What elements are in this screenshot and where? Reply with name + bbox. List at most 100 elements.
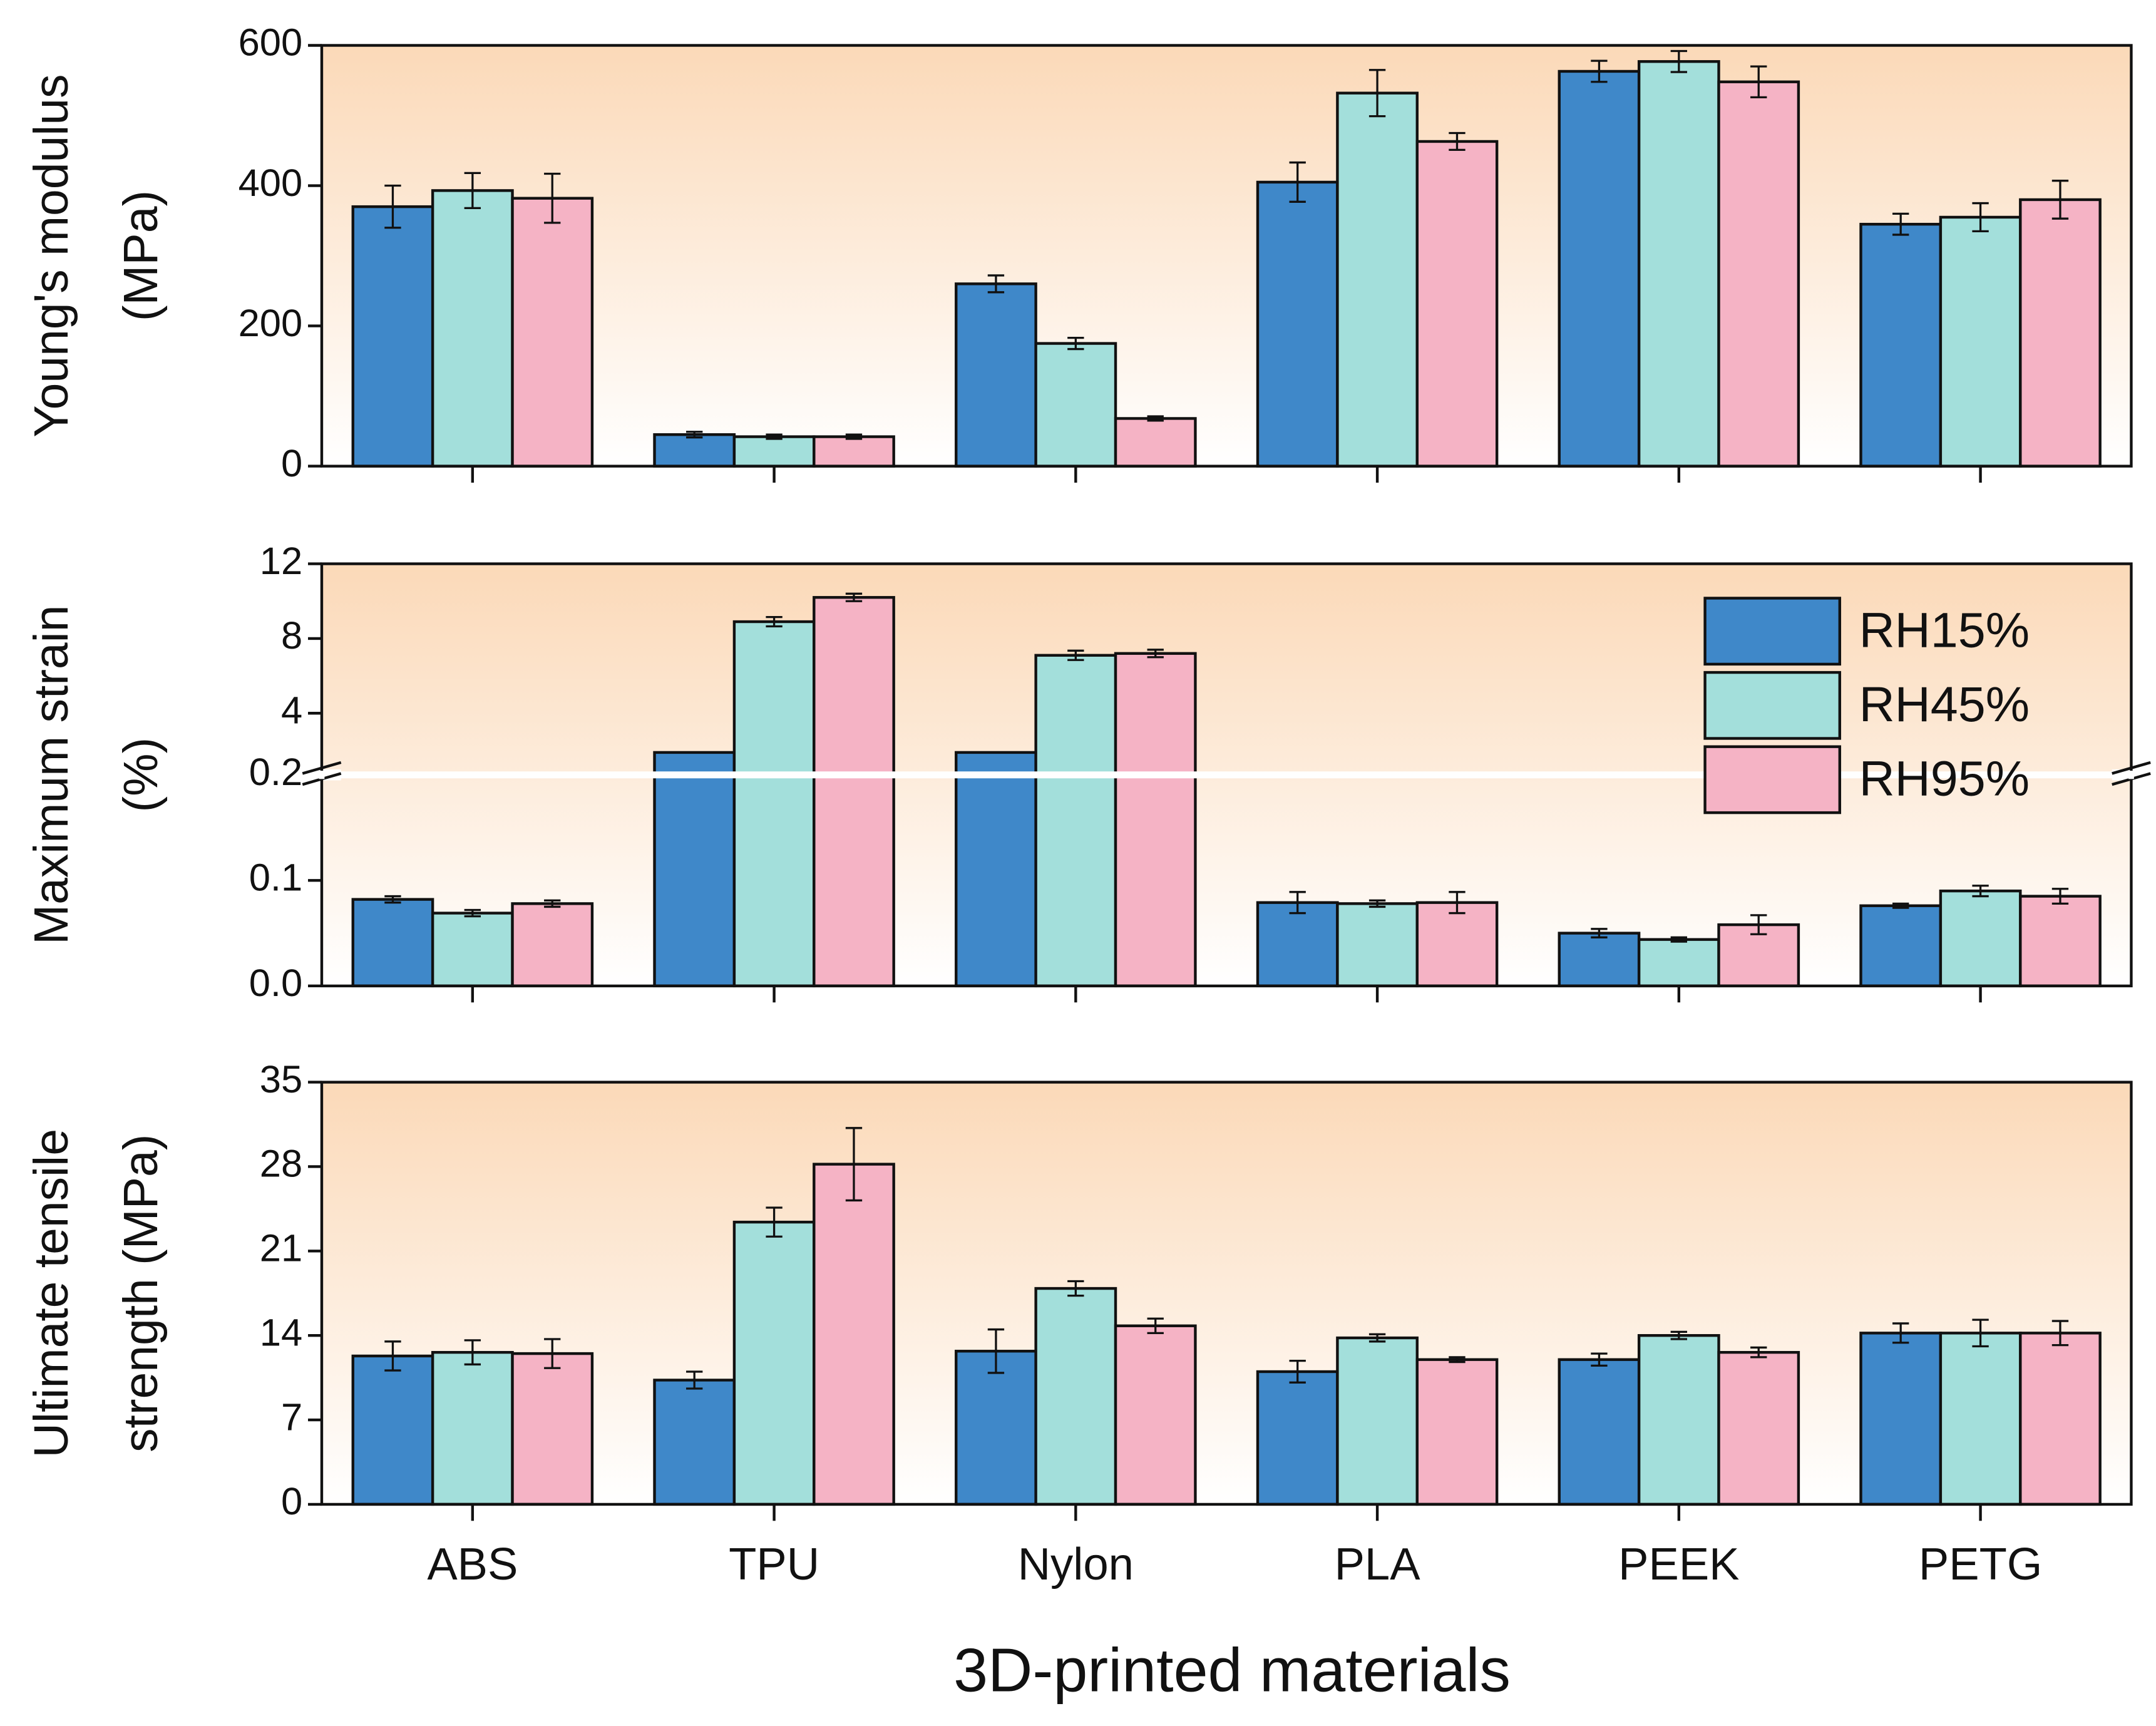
x-tick-label: PLA [1335, 1539, 1421, 1590]
bar [2019, 1332, 2102, 1506]
error-bar [2051, 180, 2069, 220]
error-bar [384, 895, 401, 904]
error-bar [1972, 885, 1989, 898]
x-tick-label: PETG [1919, 1539, 2042, 1590]
error-bar [1368, 899, 1386, 908]
error-bar [1067, 336, 1084, 351]
bar [1336, 902, 1419, 988]
bar [1859, 222, 1943, 468]
bar [1034, 342, 1117, 468]
axis-break-gap [319, 771, 325, 779]
y-axis-label: Ultimate tensile [24, 1129, 78, 1457]
error-bar [1892, 212, 1909, 236]
y-tick-label: 35 [260, 1058, 302, 1101]
error-bar [766, 433, 783, 440]
bar [813, 435, 895, 468]
plot-background [321, 45, 2132, 466]
bar [653, 1379, 736, 1506]
bar [813, 1163, 895, 1506]
error-bar [1670, 49, 1688, 73]
y-axis-label: Maximum strain [24, 605, 78, 945]
bar [511, 197, 594, 468]
plot-frame [320, 1081, 2133, 1506]
error-bar [1368, 1333, 1386, 1343]
error-bar [1591, 59, 1608, 83]
legend-swatch [1703, 745, 1842, 814]
bar [1415, 901, 1499, 988]
y-tick-label: 28 [260, 1143, 302, 1186]
error-bar [544, 1338, 561, 1369]
y-tick-label: 21 [260, 1227, 302, 1270]
y-tick-label: 400 [239, 162, 303, 205]
plot-background [321, 1082, 2132, 1504]
error-bar [1289, 1360, 1306, 1384]
y-tick-label: 0 [281, 442, 302, 485]
error-bar [1147, 649, 1164, 659]
bar [1114, 417, 1197, 468]
y-tick-label: 4 [281, 689, 302, 732]
error-bar [845, 1127, 863, 1202]
y-axis-label: strength (MPa) [114, 1134, 168, 1452]
bar [1415, 1358, 1499, 1506]
error-bar [1449, 1356, 1466, 1364]
bar [1034, 654, 1117, 988]
error-bar [987, 1328, 1005, 1374]
error-bar [1670, 936, 1688, 943]
error-bar [1067, 649, 1084, 661]
legend-swatch [1703, 597, 1842, 666]
bar [653, 433, 736, 468]
y-tick-label: 0.2 [249, 751, 303, 794]
bar [1859, 1332, 1943, 1506]
bar [955, 1350, 1037, 1506]
bar [1336, 1336, 1419, 1506]
error-bar [1972, 202, 1989, 232]
x-tick-label: ABS [427, 1539, 518, 1590]
bar [1415, 140, 1499, 468]
bar [1637, 60, 1720, 468]
error-bar [1591, 928, 1608, 938]
bar [1256, 180, 1339, 468]
error-bar [845, 592, 863, 602]
y-tick-label: 200 [239, 302, 303, 345]
bar [1114, 1324, 1197, 1506]
bar [732, 620, 816, 988]
error-bar [464, 1339, 481, 1366]
bar [1939, 1332, 2022, 1506]
error-bar [1368, 69, 1386, 118]
error-bar [686, 1370, 703, 1390]
error-bar [544, 172, 561, 224]
error-bar [845, 433, 863, 440]
bar [511, 902, 594, 988]
x-axis-label: 3D-printed materials [953, 1635, 1511, 1704]
error-bar [1670, 1330, 1688, 1340]
error-bar [1147, 1317, 1164, 1334]
y-axis-label: Young's modulus [24, 74, 78, 437]
bar [1717, 1350, 1800, 1506]
bar [431, 189, 514, 468]
bar [1859, 904, 1943, 988]
error-bar [464, 908, 481, 918]
bar [732, 1220, 816, 1506]
bar [955, 751, 1037, 988]
y-tick-label: 0 [281, 1480, 302, 1523]
bar [1336, 91, 1419, 468]
error-bar [1750, 914, 1767, 935]
error-bar [1289, 891, 1306, 915]
bar [1558, 1358, 1641, 1506]
error-bar [987, 274, 1005, 294]
bar [2019, 198, 2102, 468]
bar [1717, 80, 1800, 468]
y-tick-label: 8 [281, 614, 302, 657]
y-tick-label: 600 [239, 21, 303, 64]
error-bar [1750, 65, 1767, 99]
bar [2019, 895, 2102, 988]
error-bar [1147, 415, 1164, 422]
axis-break-gap [2128, 771, 2134, 779]
error-bar [1449, 131, 1466, 152]
bar [351, 1354, 434, 1506]
bar [351, 205, 434, 468]
error-bar [686, 431, 703, 439]
error-bar [1449, 891, 1466, 915]
error-bar [1067, 1280, 1084, 1297]
